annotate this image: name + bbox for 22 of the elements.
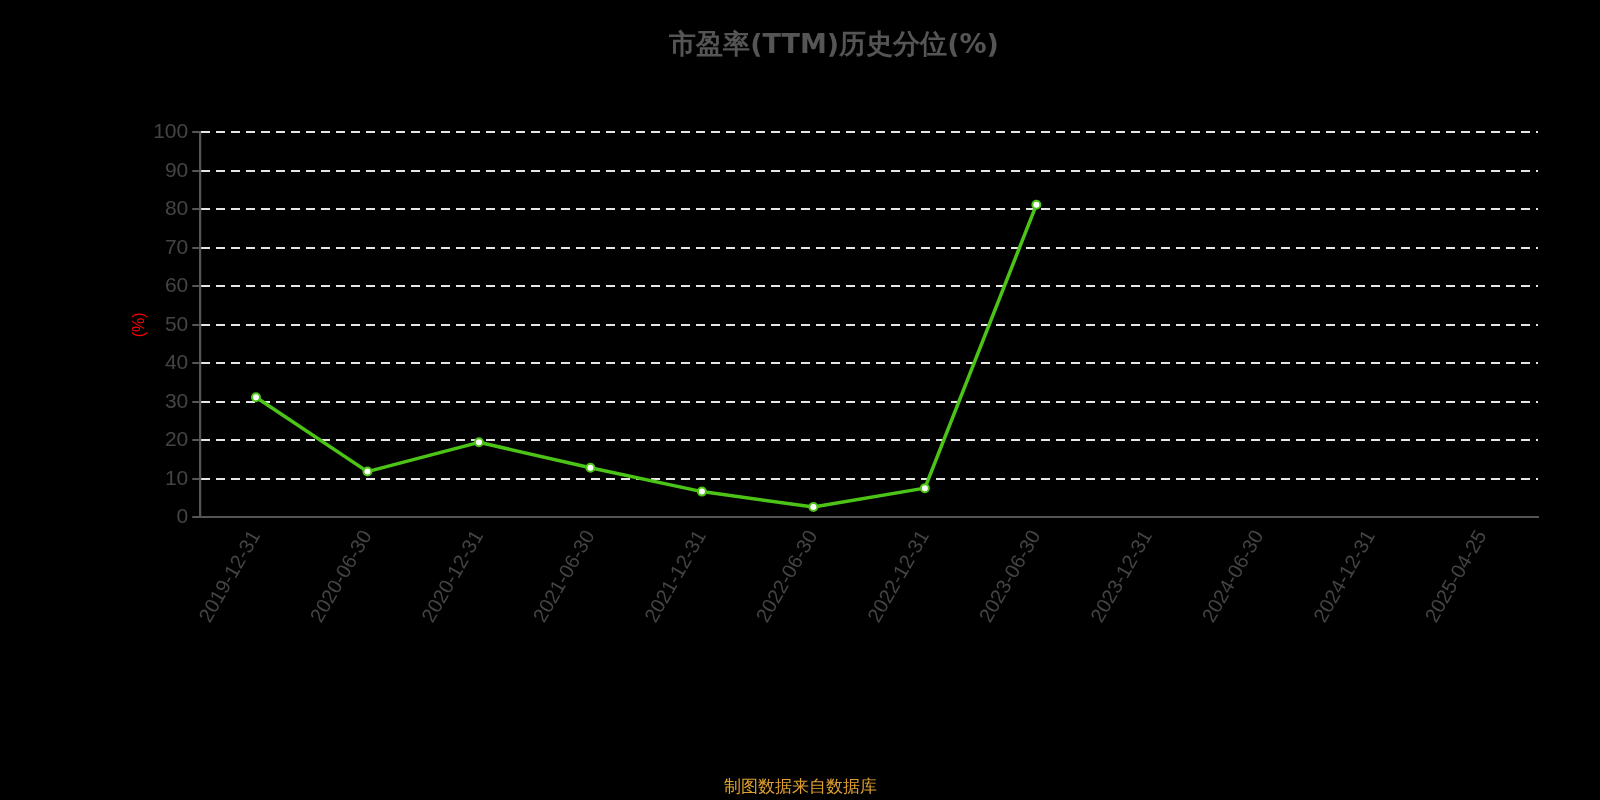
- point: [362, 466, 373, 477]
- y-tick-label: 0: [176, 504, 189, 528]
- y-tick-label: 80: [164, 196, 189, 220]
- y-tick-label: 90: [164, 157, 189, 181]
- y-tick-label: 70: [164, 234, 189, 258]
- y-tick-label: 40: [164, 350, 189, 374]
- y-tick-label: 10: [164, 465, 189, 489]
- point: [1031, 199, 1042, 210]
- y-tick-label: 60: [164, 273, 189, 297]
- point: [808, 502, 819, 513]
- chart-title: 市盈率(TTM)历史分位(%): [668, 28, 999, 60]
- y-axis-title: (%): [130, 312, 148, 338]
- y-tick-label: 30: [164, 388, 189, 412]
- point: [919, 483, 930, 494]
- point: [473, 437, 484, 448]
- point: [585, 462, 596, 473]
- point: [696, 486, 707, 497]
- y-tick-label: 20: [164, 427, 189, 451]
- point: [250, 392, 261, 403]
- text: 制图数据来自数据库: [722, 775, 878, 798]
- y-tick-label: 50: [164, 311, 189, 335]
- y-tick-label: 100: [153, 119, 189, 143]
